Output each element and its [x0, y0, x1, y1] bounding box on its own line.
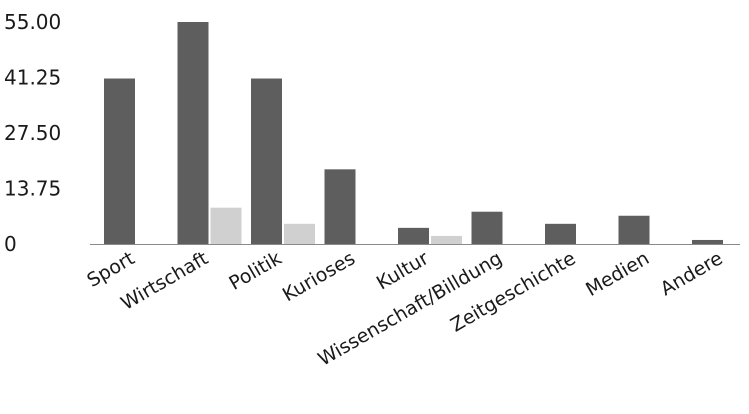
y-tick-label: 27.50 — [4, 121, 61, 145]
bars — [104, 22, 723, 244]
bar-kultur-series-2 — [431, 235, 462, 244]
y-tick-label: 13.75 — [4, 177, 61, 201]
x-tick-label: Medien — [582, 247, 653, 301]
y-tick-label: 0 — [4, 232, 17, 256]
bar-wirtschaft-series-1 — [177, 22, 209, 244]
x-tick-label: Kurioses — [279, 247, 359, 306]
y-tick-label: 55.00 — [4, 10, 61, 34]
y-axis-ticks: 55.00 41.25 27.50 13.75 0 — [4, 10, 61, 256]
bar-medien-series-1 — [618, 215, 650, 244]
bar-zeitgeschichte-series-1 — [545, 223, 576, 244]
y-tick-label: 41.25 — [4, 66, 61, 90]
bar-kurioses-series-1 — [324, 169, 356, 244]
bar-politik-series-1 — [251, 78, 282, 244]
x-tick-label: Andere — [657, 247, 727, 300]
x-tick-label: Sport — [83, 247, 138, 292]
bar-wissenschaft-billdung-series-1 — [471, 211, 503, 244]
bar-kultur-series-1 — [398, 227, 429, 244]
x-tick-label: Zeitgeschichte — [447, 247, 580, 336]
bar-wirtschaft-series-2 — [210, 207, 242, 244]
bar-politik-series-2 — [284, 223, 315, 244]
bar-andere-series-1 — [692, 239, 723, 244]
bar-sport-series-1 — [104, 78, 135, 244]
x-tick-label: Politik — [225, 247, 285, 294]
